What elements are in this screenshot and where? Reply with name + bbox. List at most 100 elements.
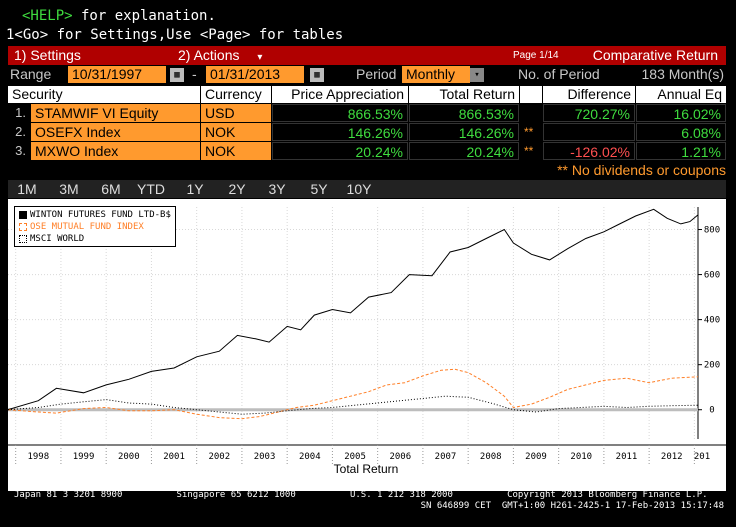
difference-cell: -126.02% <box>543 142 635 160</box>
footer-session: SN 646899 CET GMT+1:00 H261-2425-1 17-Fe… <box>420 501 724 511</box>
footer-contacts-1: Australia 61 2 9777 8600 Brazil 5511 304… <box>14 479 648 489</box>
tab-1y[interactable]: 1Y <box>186 181 204 197</box>
tab-3m[interactable]: 3M <box>59 181 79 197</box>
x-tick-label: 2012 <box>661 452 683 462</box>
total-return-cell: 20.24% <box>409 142 519 160</box>
chart-legend: WINTON FUTURES FUND LTD-B$ OSE MUTUAL FUN… <box>14 206 176 247</box>
legend-label: OSE MUTUAL FUND INDEX <box>30 222 144 232</box>
x-tick-label: 2006 <box>389 452 411 462</box>
settings-button[interactable]: 1) Settings <box>14 47 81 63</box>
num-period-label: No. of Period <box>518 66 600 82</box>
x-tick-label: 2000 <box>118 452 140 462</box>
col-price-appreciation[interactable]: Price Appreciation <box>272 86 408 103</box>
price-appreciation-cell: 146.26% <box>272 123 408 141</box>
legend-label: MSCI WORLD <box>30 234 85 244</box>
series-line-2 <box>8 395 699 415</box>
footer-contacts-2: Japan 81 3 3201 8900 Singapore 65 6212 1… <box>14 490 708 500</box>
toolbar: 1) Settings 2) Actions ▾ Page 1/14 Compa… <box>8 46 726 65</box>
col-annual-eq[interactable]: Annual Eq <box>636 86 726 103</box>
y-tick-label: 200 <box>704 361 720 371</box>
x-tick-label: 2007 <box>435 452 457 462</box>
price-appreciation-cell: 20.24% <box>272 142 408 160</box>
num-period-value: 183 Month(s) <box>641 66 724 82</box>
currency-cell[interactable]: NOK <box>201 123 271 141</box>
legend-swatch <box>19 222 27 231</box>
y-tick-label: 800 <box>704 226 720 236</box>
currency-cell[interactable]: NOK <box>201 142 271 160</box>
x-tick-label: 2008 <box>480 452 502 462</box>
security-cell[interactable]: STAMWIF VI Equity <box>31 104 200 122</box>
difference-cell: 720.27% <box>543 104 635 122</box>
period-select[interactable]: Monthly <box>402 66 470 83</box>
calendar-icon[interactable]: ▦ <box>310 68 324 82</box>
y-tick-label: 400 <box>704 316 720 326</box>
annual-eq-cell: 6.08% <box>636 123 726 141</box>
row-index: 2. <box>15 124 26 139</box>
legend-item[interactable]: WINTON FUTURES FUND LTD-B$ <box>19 209 171 221</box>
y-tick-label: 0 <box>709 406 714 416</box>
difference-cell <box>543 123 635 141</box>
period-label: Period <box>356 66 397 82</box>
chevron-down-icon[interactable]: ▾ <box>470 68 484 82</box>
col-difference[interactable]: Difference <box>543 86 635 103</box>
x-tick-label: 2005 <box>344 452 366 462</box>
row-index: 1. <box>15 105 26 120</box>
security-cell[interactable]: OSEFX Index <box>31 123 200 141</box>
range-label: Range <box>10 66 52 82</box>
page-indicator: Page 1/14 <box>513 50 559 61</box>
series-line-1 <box>8 368 699 420</box>
x-tick-label: 2011 <box>616 452 638 462</box>
start-date-input[interactable]: 10/31/1997 <box>68 66 166 83</box>
x-tick-label: 201 <box>694 452 710 462</box>
page-title: Comparative Return <box>592 47 718 63</box>
footer: Australia 61 2 9777 8600 Brazil 5511 304… <box>14 479 724 512</box>
tab-5y[interactable]: 5Y <box>310 181 328 197</box>
tab-ytd[interactable]: YTD <box>137 181 165 197</box>
flag-cell: ** <box>524 144 534 158</box>
calendar-icon[interactable]: ▦ <box>170 68 184 82</box>
currency-cell[interactable]: USD <box>201 104 271 122</box>
price-appreciation-cell: 866.53% <box>272 104 408 122</box>
row-index: 3. <box>15 143 26 158</box>
help-key[interactable]: <HELP> <box>22 8 73 24</box>
actions-button[interactable]: 2) Actions ▾ <box>172 46 290 65</box>
chevron-down-icon: ▾ <box>257 52 263 63</box>
period-tabs: 1M 3M 6M YTD 1Y 2Y 3Y 5Y 10Y <box>8 180 726 198</box>
help-text: for explanation. <box>72 8 216 24</box>
legend-label: WINTON FUTURES FUND LTD-B$ <box>30 210 171 220</box>
end-date-input[interactable]: 01/31/2013 <box>206 66 304 83</box>
x-tick-label: 2009 <box>525 452 547 462</box>
comparative-return-chart[interactable]: 0 200 400 600 800 1998 1999 2000 2001 2002 2003 200… <box>8 199 726 491</box>
help-line: <HELP> for explanation. <box>22 8 216 24</box>
col-security[interactable]: Security <box>8 86 200 103</box>
tab-10y[interactable]: 10Y <box>346 181 372 197</box>
tab-2y[interactable]: 2Y <box>228 181 246 197</box>
range-separator: - <box>192 66 197 82</box>
x-tick-label: 2001 <box>163 452 185 462</box>
settings-hint-line: 1<Go> for Settings,Use <Page> for tables <box>6 27 344 43</box>
x-tick-label: 2003 <box>254 452 276 462</box>
legend-item[interactable]: OSE MUTUAL FUND INDEX <box>19 221 171 233</box>
x-tick-label: 1998 <box>27 452 49 462</box>
actions-label: 2) Actions <box>178 47 240 63</box>
x-tick-label: 2004 <box>299 452 321 462</box>
security-cell[interactable]: MXWO Index <box>31 142 200 160</box>
col-total-return[interactable]: Total Return <box>409 86 519 103</box>
x-tick-label: 2002 <box>208 452 230 462</box>
tab-6m[interactable]: 6M <box>101 181 121 197</box>
total-return-cell: 146.26% <box>409 123 519 141</box>
x-tick-label: 1999 <box>73 452 95 462</box>
col-currency[interactable]: Currency <box>201 86 271 103</box>
annual-eq-cell: 16.02% <box>636 104 726 122</box>
x-tick-label: 2010 <box>570 452 592 462</box>
tab-1m[interactable]: 1M <box>17 181 37 197</box>
legend-swatch <box>19 234 27 243</box>
series-line-0 <box>8 208 699 411</box>
total-return-cell: 866.53% <box>409 104 519 122</box>
legend-item[interactable]: MSCI WORLD <box>19 233 171 245</box>
flag-cell <box>520 104 542 122</box>
flag-cell: ** <box>524 125 534 139</box>
col-flag <box>520 86 542 103</box>
tab-3y[interactable]: 3Y <box>268 181 286 197</box>
legend-swatch <box>19 210 27 219</box>
